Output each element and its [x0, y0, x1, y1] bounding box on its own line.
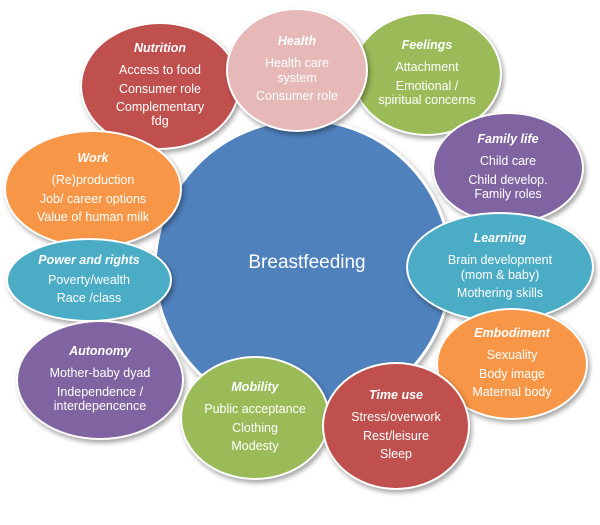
bubble-item: Access to food: [119, 63, 201, 78]
bubble-item: Poverty/wealth: [48, 272, 130, 287]
bubble-title: Power and rights: [38, 252, 140, 267]
bubble-item: Brain development (mom & baby): [447, 253, 553, 282]
bubble-item: Consumer role: [119, 81, 201, 96]
bubble-title: Nutrition: [133, 41, 187, 56]
bubble-item: Maternal body: [472, 385, 552, 400]
bubble-autonomy: Autonomy Mother-baby dyad Independence /…: [16, 320, 184, 440]
bubble-item: Rest/leisure: [363, 428, 429, 443]
bubble-item: Mothering skills: [456, 286, 544, 301]
bubble-item: Job/ career options: [39, 191, 147, 206]
bubble-item: Stress/overwork: [351, 410, 441, 425]
center-label: Breastfeeding: [248, 252, 366, 273]
bubble-item: Sleep: [380, 447, 412, 462]
bubble-nutrition: Nutrition Access to food Consumer role C…: [80, 22, 240, 150]
bubble-item: Child care: [479, 154, 537, 169]
bubble-time-use: Time use Stress/overwork Rest/leisure Sl…: [322, 362, 470, 490]
bubble-item: Modesty: [231, 439, 279, 454]
bubble-item: Health care system: [265, 56, 329, 85]
bubble-item: Emotional / spiritual concerns: [378, 78, 476, 108]
bubble-title: Feelings: [401, 38, 453, 53]
bubble-item: Body image: [478, 366, 545, 381]
bubble-title: Health: [277, 34, 317, 49]
bubble-learning: Learning Brain development (mom & baby) …: [406, 212, 594, 322]
bubble-title: Work: [77, 151, 109, 166]
bubble-item: Public acceptance: [204, 402, 306, 417]
bubble-item: Mother-baby dyad: [49, 366, 151, 381]
bubble-item: Race /class: [56, 291, 122, 305]
bubble-item: Value of human milk: [36, 210, 150, 225]
bubble-item: Complementary fdg: [115, 100, 205, 129]
bubble-title: Family life: [477, 132, 539, 147]
bubble-item: Clothing: [232, 420, 278, 435]
bubble-item: Child develop. Family roles: [468, 172, 548, 202]
bubble-item: Independence / interdepencence: [53, 384, 147, 414]
bubble-title: Learning: [473, 231, 527, 246]
bubble-mobility: Mobility Public acceptance Clothing Mode…: [180, 356, 330, 480]
bubble-item: (Re)production: [51, 173, 135, 188]
bubble-title: Autonomy: [69, 344, 131, 359]
bubble-power-and-rights: Power and rights Poverty/wealth Race /cl…: [6, 238, 172, 322]
bubble-feelings: Feelings Attachment Emotional / spiritua…: [352, 12, 502, 136]
bubble-work: Work (Re)production Job/ career options …: [4, 130, 182, 248]
bubble-item: Attachment: [395, 60, 459, 75]
bubble-item: Consumer role: [256, 89, 338, 104]
bubble-title: Time use: [369, 388, 423, 403]
bubble-title: Embodiment: [474, 326, 550, 341]
bubble-title: Mobility: [231, 380, 279, 395]
bubble-health: Health Health care system Consumer role: [226, 8, 368, 132]
bubble-item: Sexuality: [486, 348, 538, 363]
bubble-family-life: Family life Child care Child develop. Fa…: [432, 112, 584, 224]
